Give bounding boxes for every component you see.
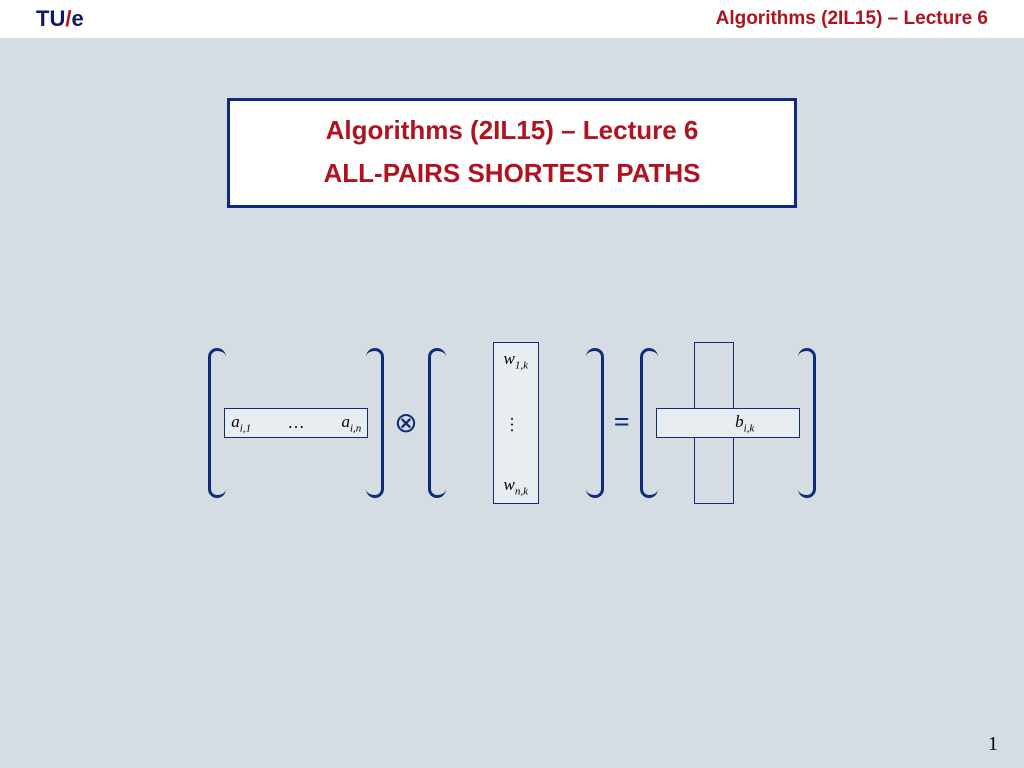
matrix-b: bi,k <box>640 348 816 498</box>
bracket-right-icon <box>366 348 384 498</box>
title-line2: ALL-PAIRS SHORTEST PATHS <box>240 158 784 189</box>
vdots: … <box>506 416 526 431</box>
bracket-right-icon <box>586 348 604 498</box>
matrix-w-col: w1,k … wn,k <box>493 342 539 504</box>
logo-e: e <box>71 6 83 31</box>
matrix-a-row: ai,1 … ai,n <box>224 408 368 438</box>
header-course-title: Algorithms (2IL15) – Lecture 6 <box>716 8 988 30</box>
a-in: ai,n <box>341 412 361 434</box>
matrix-b-row: bi,k <box>656 408 800 438</box>
w-1k: w1,k <box>504 349 528 371</box>
b-ik: bi,k <box>735 412 754 434</box>
tensor-op: ⊗ <box>394 406 417 440</box>
logo: TU/e <box>36 6 84 32</box>
slide-body: Algorithms (2IL15) – Lecture 6 ALL-PAIRS… <box>0 38 1024 768</box>
logo-tu: TU <box>36 6 65 31</box>
matrix-formula: ai,1 … ai,n ⊗ w1,k … wn,k = bi,k <box>0 348 1024 498</box>
ellipsis: … <box>289 413 304 433</box>
slide-header: TU/e Algorithms (2IL15) – Lecture 6 <box>0 0 1024 38</box>
equals-op: = <box>614 407 630 439</box>
matrix-a: ai,1 … ai,n <box>208 348 384 498</box>
matrix-w: w1,k … wn,k <box>428 348 604 498</box>
title-box: Algorithms (2IL15) – Lecture 6 ALL-PAIRS… <box>227 98 797 208</box>
a-i1: ai,1 <box>231 412 251 434</box>
page-number: 1 <box>988 733 998 756</box>
title-line1: Algorithms (2IL15) – Lecture 6 <box>240 115 784 146</box>
bracket-right-icon <box>798 348 816 498</box>
bracket-left-icon <box>428 348 446 498</box>
w-nk: wn,k <box>504 475 528 497</box>
